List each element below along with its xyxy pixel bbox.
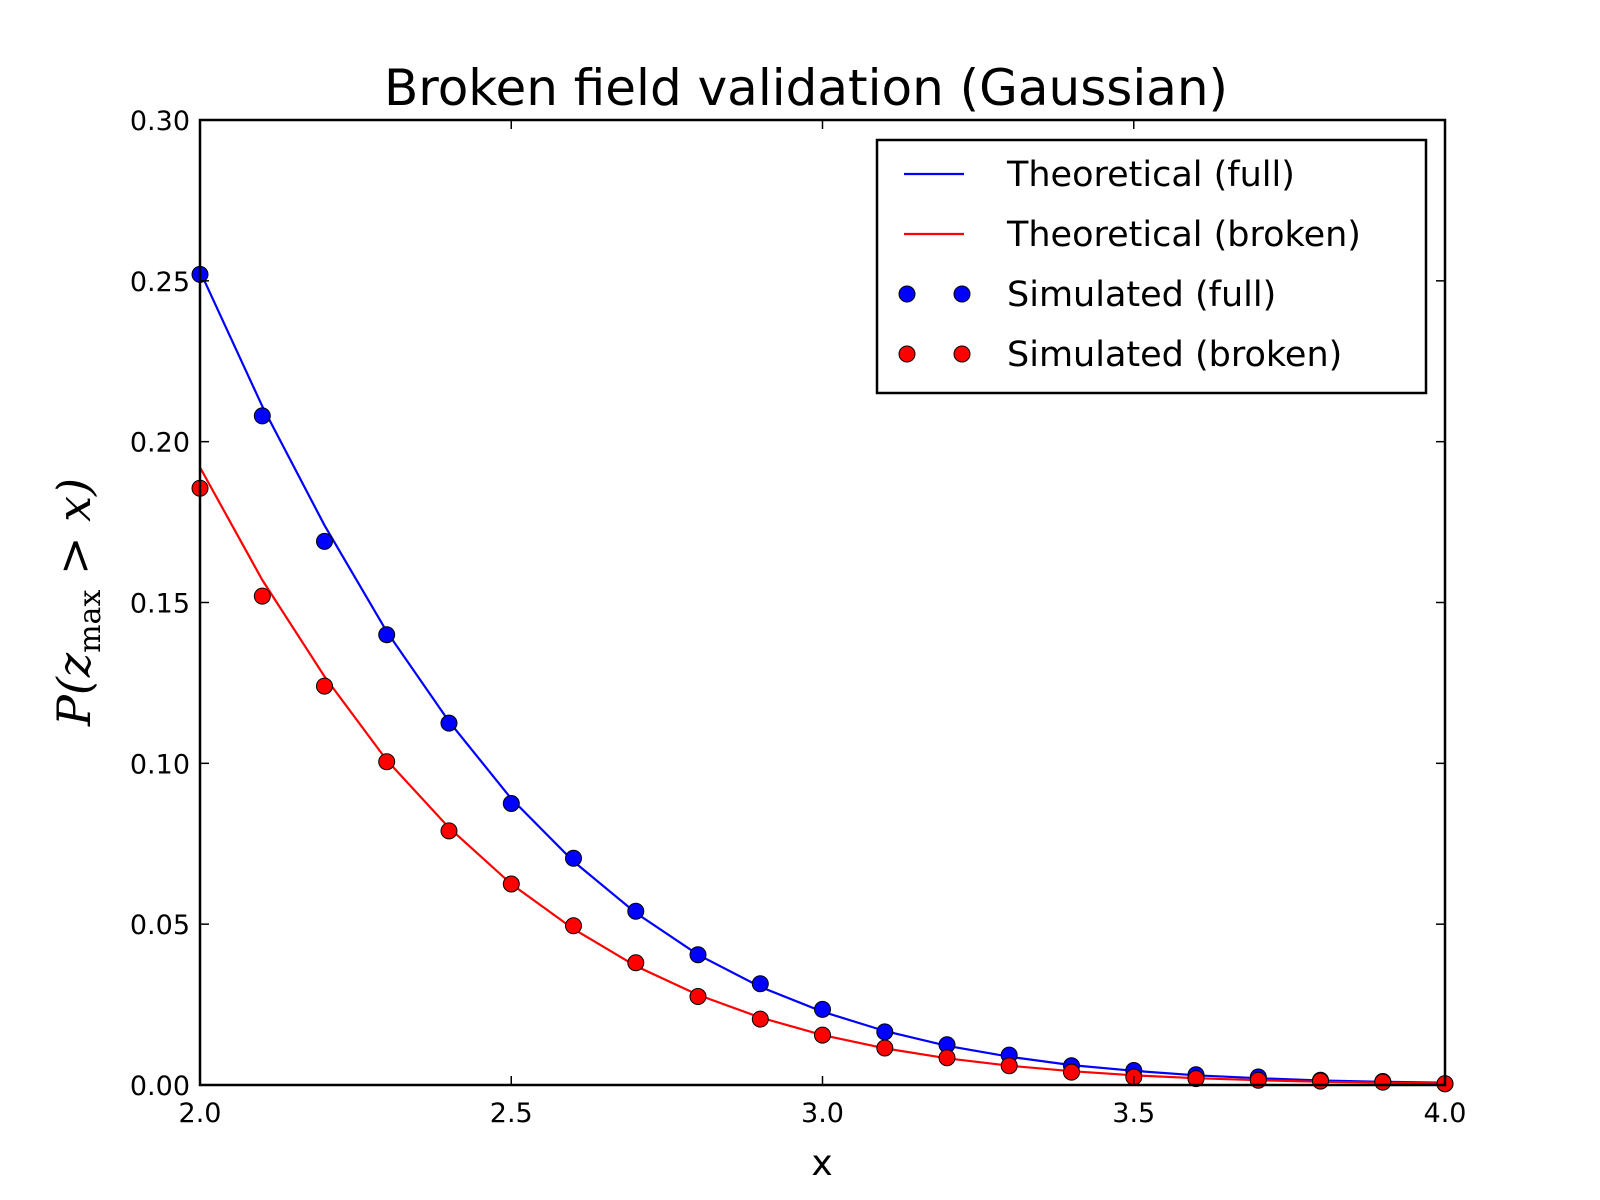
- legend-label-theoretical-full: Theoretical (full): [1006, 155, 1295, 195]
- legend-marker-simulated-broken-b: [953, 345, 971, 363]
- y-axis-label-variable: z: [47, 652, 101, 678]
- series-line-theoretical-broken: [199, 466, 1446, 1085]
- data-point-simulated-full: [440, 714, 458, 732]
- data-point-simulated-broken: [814, 1026, 831, 1044]
- data-point-simulated-full: [565, 849, 582, 867]
- y-axis-label-subscript: max: [73, 590, 108, 653]
- legend-marker-simulated-full-b: [953, 285, 971, 303]
- data-point-simulated-full: [627, 902, 645, 920]
- y-tick-label: 0.30: [130, 106, 190, 137]
- data-point-simulated-full: [689, 946, 707, 964]
- data-point-simulated-broken: [1187, 1070, 1205, 1088]
- y-tick-label: 0.25: [130, 267, 190, 298]
- data-point-simulated-broken: [627, 954, 645, 972]
- data-point-simulated-full: [316, 532, 333, 550]
- x-tick-label: 4.0: [1424, 1098, 1467, 1129]
- x-tick-label: 3.0: [801, 1098, 844, 1129]
- y-axis-label-prefix: P(: [47, 676, 101, 727]
- data-point-simulated-broken: [1000, 1057, 1018, 1075]
- x-tick-label: 3.5: [1112, 1098, 1155, 1129]
- data-point-simulated-broken: [1374, 1073, 1392, 1091]
- x-tick-label: 2.0: [179, 1098, 222, 1129]
- data-point-simulated-broken: [689, 988, 707, 1005]
- data-point-simulated-broken: [876, 1039, 894, 1057]
- x-tick-label: 2.5: [490, 1098, 533, 1129]
- data-point-simulated-full: [814, 1000, 831, 1018]
- legend-label-theoretical-broken: Theoretical (broken): [1006, 215, 1361, 255]
- data-point-simulated-broken: [1312, 1072, 1329, 1090]
- data-point-simulated-broken: [751, 1010, 769, 1028]
- data-point-simulated-broken: [440, 822, 458, 840]
- data-point-simulated-full: [378, 626, 396, 644]
- y-tick-label: 0.10: [130, 749, 190, 780]
- legend-marker-simulated-broken-a: [898, 345, 916, 363]
- data-point-simulated-broken: [1063, 1063, 1080, 1081]
- y-tick-label: 0.15: [130, 589, 190, 620]
- data-point-simulated-broken: [378, 753, 396, 771]
- data-point-simulated-broken: [502, 875, 520, 893]
- data-point-simulated-full: [253, 407, 271, 425]
- y-axis-label: P(zmax > x): [47, 478, 108, 727]
- data-point-simulated-broken: [565, 917, 582, 935]
- ticks: [199, 119, 1446, 1086]
- y-tick-label: 0.20: [130, 428, 190, 459]
- tick-labels: 2.0 2.5 3.0 3.5 4.0 0.00 0.05 0.10 0.15 0.20 0.25 0…: [130, 106, 1467, 1129]
- data-point-simulated-full: [876, 1023, 894, 1041]
- y-axis-label-suffix: > x): [47, 478, 101, 590]
- x-axis-label: x: [811, 1143, 832, 1184]
- data-point-simulated-broken: [316, 677, 333, 695]
- y-tick-label: 0.05: [130, 910, 190, 941]
- legend-label-simulated-broken: Simulated (broken): [1007, 335, 1342, 375]
- chart-title: Broken field validation (Gaussian): [384, 59, 1228, 117]
- y-tick-label: 0.00: [130, 1071, 190, 1102]
- data-point-simulated-full: [751, 975, 769, 993]
- data-point-simulated-broken: [938, 1049, 956, 1067]
- legend: Theoretical (full) Theoretical (broken) …: [875, 138, 1428, 395]
- legend-marker-simulated-full-a: [898, 285, 916, 303]
- data-point-simulated-full: [502, 795, 520, 812]
- legend-label-simulated-full: Simulated (full): [1007, 275, 1276, 315]
- data-point-simulated-broken: [253, 587, 271, 605]
